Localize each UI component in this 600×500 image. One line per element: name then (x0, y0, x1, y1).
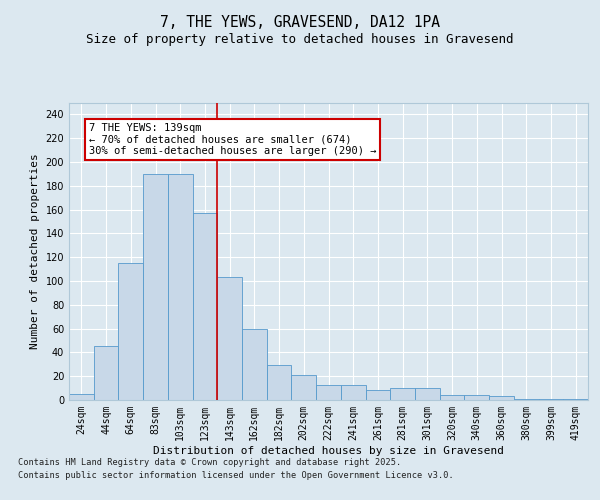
Bar (168, 174, 193, 400)
Bar (415, 388, 440, 400)
Bar (341, 384, 365, 400)
Bar (563, 399, 588, 400)
Bar (94, 346, 118, 400)
Text: Size of property relative to detached houses in Gravesend: Size of property relative to detached ho… (86, 32, 514, 46)
Bar (514, 399, 539, 400)
Bar (464, 395, 489, 400)
Bar (489, 396, 514, 400)
Text: Contains public sector information licensed under the Open Government Licence v3: Contains public sector information licen… (18, 472, 454, 480)
Bar (69, 394, 94, 400)
Bar (193, 213, 217, 400)
Y-axis label: Number of detached properties: Number of detached properties (30, 154, 40, 349)
Text: Contains HM Land Registry data © Crown copyright and database right 2025.: Contains HM Land Registry data © Crown c… (18, 458, 401, 467)
Bar (217, 278, 242, 400)
X-axis label: Distribution of detached houses by size in Gravesend: Distribution of detached houses by size … (153, 446, 504, 456)
Bar (539, 399, 563, 400)
Bar (143, 174, 168, 400)
Bar (365, 390, 390, 400)
Bar (316, 384, 341, 400)
Text: 7 THE YEWS: 139sqm
← 70% of detached houses are smaller (674)
30% of semi-detach: 7 THE YEWS: 139sqm ← 70% of detached hou… (89, 122, 376, 156)
Bar (440, 395, 464, 400)
Bar (267, 366, 292, 400)
Bar (242, 328, 267, 400)
Bar (390, 388, 415, 400)
Bar (292, 375, 316, 400)
Text: 7, THE YEWS, GRAVESEND, DA12 1PA: 7, THE YEWS, GRAVESEND, DA12 1PA (160, 15, 440, 30)
Bar (118, 263, 143, 400)
